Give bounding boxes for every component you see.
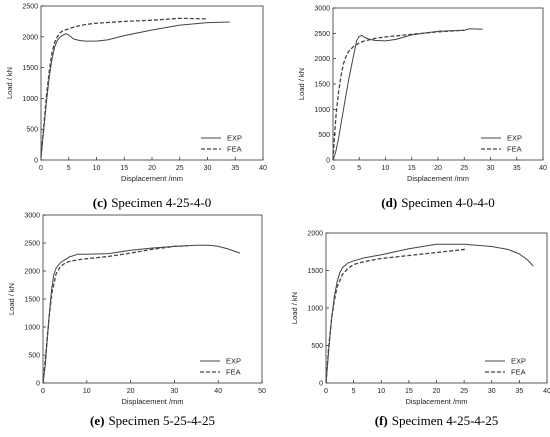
- chart-panel-2: 0 10 20 30 40 50050010001500200025003000Displ…: [7, 213, 266, 429]
- x-tick-label: 40: [539, 165, 547, 172]
- panel-caption: (e) Specimen 5-25-4-25: [90, 413, 215, 428]
- chart-panel-3: 0 5 10 15 20 25 30 35 40 0 500 1000 1500 2000 Displace…: [290, 231, 550, 429]
- caption-letter: (d): [381, 195, 397, 210]
- x-tick-label: 0: [39, 165, 43, 172]
- x-tick-label: 5: [352, 388, 356, 395]
- y-tick-label: 2000: [307, 231, 323, 238]
- legend-label-fea: FEA: [511, 368, 526, 377]
- caption-letter: (f): [375, 413, 388, 428]
- x-tick-label: 10: [377, 388, 385, 395]
- y-tick-label: 0: [319, 381, 323, 388]
- x-tick-label: 40: [214, 388, 222, 395]
- legend-label-exp: EXP: [507, 134, 522, 143]
- panel-caption: (f) Specimen 4-25-4-25: [375, 413, 499, 428]
- x-tick-label: 20: [433, 388, 441, 395]
- y-tick-label: 2500: [22, 4, 38, 11]
- y-tick-label: 2000: [22, 34, 38, 41]
- series-line-fea: [325, 246, 466, 384]
- caption-text: Specimen 4-25-4-25: [392, 413, 499, 428]
- legend-label-fea: FEA: [227, 145, 242, 154]
- y-tick-label: 1000: [307, 306, 323, 313]
- series-line-exp: [40, 21, 230, 157]
- y-tick-label: 2000: [314, 56, 330, 63]
- y-tick-label: 1500: [314, 82, 330, 89]
- legend-label-fea: FEA: [507, 145, 522, 154]
- x-axis-label: Displacement /mm: [405, 397, 467, 406]
- caption-letter: (e): [90, 413, 104, 428]
- legend-label-fea: FEA: [226, 368, 241, 377]
- y-tick-label: 0: [34, 158, 38, 165]
- x-tick-label: 10: [83, 388, 91, 395]
- x-tick-label: 0: [41, 388, 45, 395]
- y-tick-label: 2500: [314, 31, 330, 38]
- x-tick-label: 10: [93, 165, 101, 172]
- x-tick-label: 25: [460, 165, 468, 172]
- x-tick-label: 40: [259, 165, 267, 172]
- x-tick-label: 35: [513, 165, 521, 172]
- caption-text: Specimen 4-25-4-0: [111, 195, 211, 210]
- y-tick-label: 2500: [24, 241, 40, 248]
- legend-label-exp: EXP: [227, 134, 242, 143]
- series-line-fea: [42, 245, 188, 384]
- y-tick-label: 500: [26, 127, 38, 134]
- y-tick-label: 1000: [314, 107, 330, 114]
- x-tick-label: 35: [515, 388, 523, 395]
- x-axis-label: Displacement /mm: [121, 397, 183, 406]
- legend-label-exp: EXP: [226, 357, 241, 366]
- panel-caption: (d) Specimen 4-0-4-0: [381, 195, 494, 210]
- x-tick-label: 15: [120, 165, 128, 172]
- x-tick-label: 5: [357, 165, 361, 172]
- x-tick-label: 5: [67, 165, 71, 172]
- x-tick-label: 30: [487, 165, 495, 172]
- x-tick-label: 25: [176, 165, 184, 172]
- series-line-fea: [332, 29, 465, 161]
- x-tick-label: 30: [204, 165, 212, 172]
- chart-panel-0: 0 5 10 15 20 25 30 35 40 0 500 1000 1500 2000 2500 Disp…: [5, 4, 267, 211]
- y-tick-label: 1500: [307, 268, 323, 275]
- x-tick-label: 20: [127, 388, 135, 395]
- x-tick-label: 35: [231, 165, 239, 172]
- series-line-exp: [42, 244, 241, 384]
- x-tick-label: 15: [405, 388, 413, 395]
- y-tick-label: 2000: [24, 269, 40, 276]
- y-tick-label: 500: [311, 343, 323, 350]
- x-tick-label: 0: [331, 165, 335, 172]
- y-tick-label: 3000: [314, 6, 330, 13]
- y-tick-label: 1500: [24, 297, 40, 304]
- caption-text: Specimen 5-25-4-25: [108, 413, 215, 428]
- y-tick-label: 500: [28, 353, 40, 360]
- y-tick-label: 0: [326, 158, 330, 165]
- x-tick-label: 15: [408, 165, 416, 172]
- x-tick-label: 25: [460, 388, 468, 395]
- panel-caption: (c) Specimen 4-25-4-0: [93, 195, 211, 210]
- legend-label-exp: EXP: [511, 357, 526, 366]
- x-axis-label: Displacement /mm: [407, 174, 469, 183]
- x-tick-label: 30: [488, 388, 496, 395]
- x-tick-label: 30: [171, 388, 179, 395]
- x-axis-label: Displacement /mm: [121, 174, 183, 183]
- caption-text: Specimen 4-0-4-0: [401, 195, 495, 210]
- caption-letter: (c): [93, 195, 107, 210]
- y-tick-label: 1500: [22, 65, 38, 72]
- chart-panel-1: 0 5 10 15 20 25 30 35 40 0 500 1000 1500 2000 2500 3000…: [297, 6, 547, 211]
- y-axis-label: Load / kN: [5, 67, 14, 99]
- x-tick-label: 10: [382, 165, 390, 172]
- y-axis-label: Load / kN: [297, 68, 306, 100]
- y-tick-label: 1000: [22, 96, 38, 103]
- y-tick-label: 1000: [24, 325, 40, 332]
- y-axis-label: Load / kN: [290, 292, 299, 324]
- x-tick-label: 50: [258, 388, 266, 395]
- x-tick-label: 40: [543, 388, 550, 395]
- x-tick-label: 0: [324, 388, 328, 395]
- y-tick-label: 3000: [24, 213, 40, 220]
- x-tick-label: 20: [434, 165, 442, 172]
- series-line-exp: [325, 243, 534, 384]
- y-tick-label: 0: [36, 381, 40, 388]
- x-tick-label: 20: [148, 165, 156, 172]
- series-line-fea: [40, 17, 208, 157]
- y-axis-label: Load / kN: [7, 283, 16, 315]
- series-line-exp: [332, 28, 483, 161]
- y-tick-label: 500: [318, 132, 330, 139]
